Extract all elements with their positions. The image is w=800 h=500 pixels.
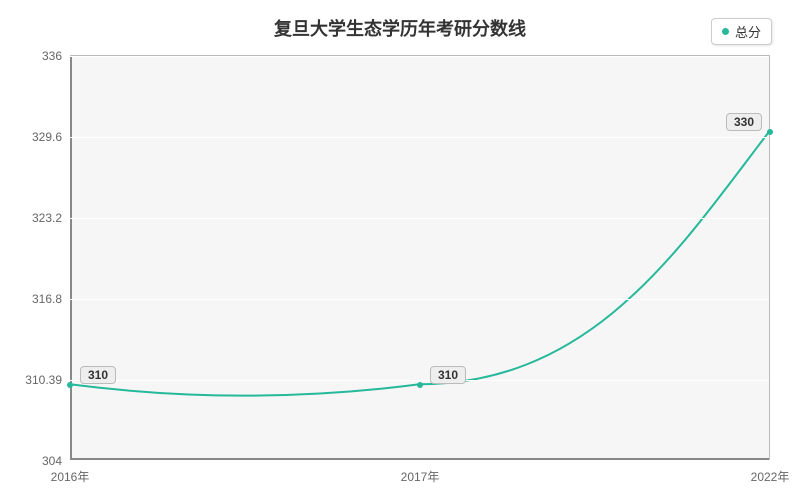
grid-line: [70, 56, 769, 57]
x-tick-label: 2016年: [51, 460, 90, 485]
y-tick-label: 329.6: [32, 130, 70, 144]
data-marker: [417, 382, 423, 388]
chart-container: 复旦大学生态学历年考研分数线 总分 304310.39316.8323.2329…: [0, 0, 800, 500]
legend-marker-icon: [722, 28, 729, 35]
x-tick-label: 2017年: [401, 460, 440, 485]
data-label: 310: [80, 366, 116, 384]
chart-title: 复旦大学生态学历年考研分数线: [0, 15, 800, 41]
grid-line: [70, 380, 769, 381]
x-tick-label: 2022年: [751, 460, 790, 485]
y-tick-label: 336: [42, 49, 70, 63]
data-marker: [67, 382, 73, 388]
plot-area: 304310.39316.8323.2329.63362016年2017年202…: [70, 55, 770, 460]
y-tick-label: 323.2: [32, 211, 70, 225]
legend: 总分: [711, 18, 772, 45]
data-label: 310: [430, 366, 466, 384]
legend-label: 总分: [735, 22, 761, 41]
grid-line: [70, 137, 769, 138]
data-marker: [767, 129, 773, 135]
y-tick-label: 316.8: [32, 292, 70, 306]
grid-line: [70, 299, 769, 300]
grid-line: [70, 218, 769, 219]
series-line: [70, 56, 769, 460]
y-tick-label: 310.39: [25, 373, 70, 387]
data-label: 330: [726, 113, 762, 131]
